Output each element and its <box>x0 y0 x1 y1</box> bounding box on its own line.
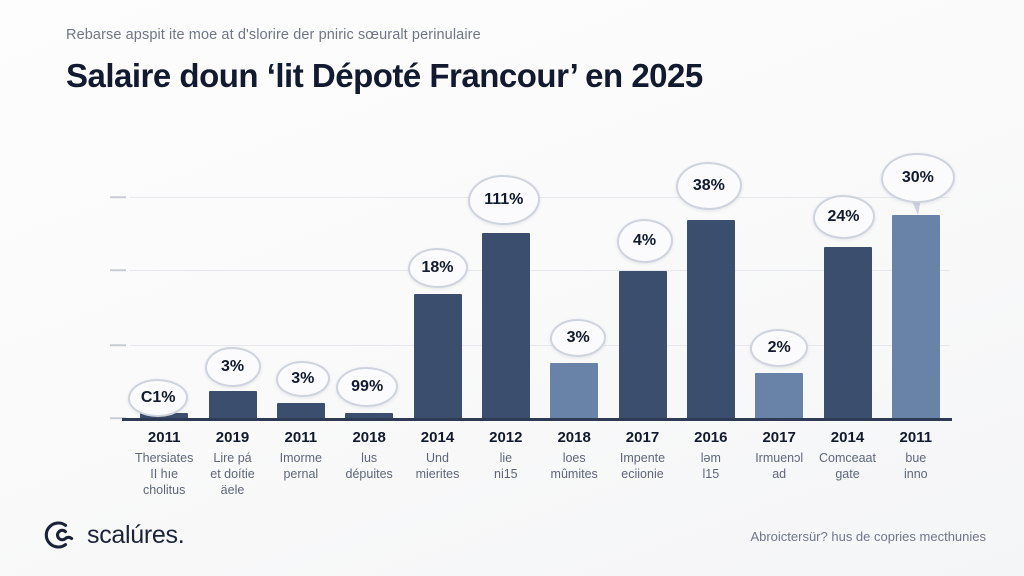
circle-c-logo-icon <box>40 518 74 552</box>
value-callout-bubble: 3% <box>275 361 330 397</box>
bar[interactable] <box>481 233 530 419</box>
gridline <box>130 345 950 346</box>
x-axis-year-label: 2018 <box>352 429 386 446</box>
x-axis-year-label: 2014 <box>830 429 865 446</box>
x-axis-sublabel: lǝm l15 <box>700 451 721 482</box>
value-callout-bubble: 38% <box>675 162 742 210</box>
bar[interactable] <box>345 413 394 419</box>
x-axis-group[interactable]: 2018 loes mûmites <box>540 428 608 482</box>
x-axis-group[interactable]: 2017 Irmuenɔl ad <box>745 428 813 482</box>
axis-baseline <box>122 418 952 421</box>
x-axis-year-label: 2011 <box>899 429 933 446</box>
gridline <box>130 270 950 271</box>
value-callout-bubble: C1% <box>128 379 189 417</box>
x-axis-group[interactable]: 2011 bue inno <box>882 428 950 482</box>
x-axis-year-label: 2014 <box>420 429 455 446</box>
y-axis-tick-mark <box>110 344 126 346</box>
x-axis-group[interactable]: 2019 Lire pá et doítie äele <box>198 428 266 498</box>
value-callout-bubble: 18% <box>407 248 468 288</box>
x-axis-sublabel: loes mûmites <box>550 451 598 482</box>
x-axis-year-label: 2019 <box>215 429 250 446</box>
x-axis-year-label: 2012 <box>489 429 523 446</box>
x-axis-year-label: 2017 <box>625 429 660 446</box>
x-axis-group[interactable]: 2014 Und mierites <box>403 428 471 482</box>
bar[interactable] <box>823 247 872 419</box>
bar[interactable] <box>891 215 940 419</box>
x-axis-sublabel: lie ni15 <box>494 451 518 482</box>
value-callout-bubble: 24% <box>812 195 875 239</box>
x-axis-group[interactable]: 2014 Comceaat gate <box>813 428 881 482</box>
callout-tail <box>910 199 921 215</box>
bar[interactable] <box>686 220 735 419</box>
gridline <box>130 197 950 198</box>
value-callout-bubble: 30% <box>880 153 955 203</box>
x-axis-year-label: 2011 <box>147 429 181 446</box>
x-axis-sublabel: lus dépuites <box>345 451 393 482</box>
brand-name: scalúres. <box>87 520 185 549</box>
x-axis-sublabel: bue inno <box>904 451 928 482</box>
bar[interactable] <box>413 294 462 419</box>
bar[interactable] <box>276 403 325 419</box>
value-callout-bubble: 4% <box>616 219 673 263</box>
x-axis-year-label: 2016 <box>694 429 728 446</box>
bar[interactable] <box>208 391 257 419</box>
chart-subtitle: Rebarse apspit ite moe at d'slorire der … <box>66 27 481 43</box>
x-axis-group[interactable]: 2011 Imorme pernal <box>267 428 335 482</box>
x-axis: 2011 Thersiates II hıe cholitus 2019 Lire pá e… <box>130 428 950 508</box>
x-axis-year-label: 2017 <box>762 429 796 446</box>
value-callout-bubble: 111% <box>467 175 540 225</box>
footer-note: Abroictersür? hus de copries mecthunies <box>750 529 986 544</box>
value-callout-bubble: 3% <box>204 347 261 387</box>
x-axis-sublabel: Comceaat gate <box>819 451 876 482</box>
y-axis-tick-mark <box>110 269 126 271</box>
x-axis-group[interactable]: 2011 Thersiates II hıe cholitus <box>130 428 198 498</box>
x-axis-sublabel: Und mierites <box>415 451 460 482</box>
x-axis-year-label: 2018 <box>557 429 591 446</box>
chart-title: Salaire doun ‘lit Dépoté Francour’ en 20… <box>66 56 703 94</box>
x-axis-sublabel: Thersiates II hıe cholitus <box>134 451 194 498</box>
value-callout-bubble: 2% <box>750 329 809 367</box>
bar[interactable] <box>755 373 804 419</box>
x-axis-group[interactable]: 2017 Impente eciionie <box>608 428 676 482</box>
bar[interactable] <box>550 363 599 419</box>
brand-footer: scalúres. <box>40 518 185 552</box>
x-axis-group[interactable]: 2018 lus dépuites <box>335 428 403 482</box>
x-axis-year-label: 2011 <box>284 429 318 446</box>
x-axis-sublabel: Lire pá et doítie äele <box>210 451 255 498</box>
bar[interactable] <box>618 271 667 419</box>
chart-header: Rebarse apspit ite moe at d'slorire der … <box>66 26 786 95</box>
x-axis-sublabel: Impente eciionie <box>619 451 666 482</box>
y-axis-tick-mark <box>110 417 126 419</box>
x-axis-group[interactable]: 2016 lǝm l15 <box>677 428 745 482</box>
plot-area: 100%110%80%2% C1%3%3%99%18%111%3%4%38%2%… <box>110 153 955 421</box>
x-axis-group[interactable]: 2012 lie ni15 <box>472 428 540 482</box>
x-axis-sublabel: Irmuenɔl ad <box>755 451 804 482</box>
y-axis-tick-mark <box>110 196 126 198</box>
x-axis-sublabel: Imorme pernal <box>279 451 322 482</box>
value-callout-bubble: 99% <box>336 367 399 407</box>
value-callout-bubble: 3% <box>550 319 607 357</box>
